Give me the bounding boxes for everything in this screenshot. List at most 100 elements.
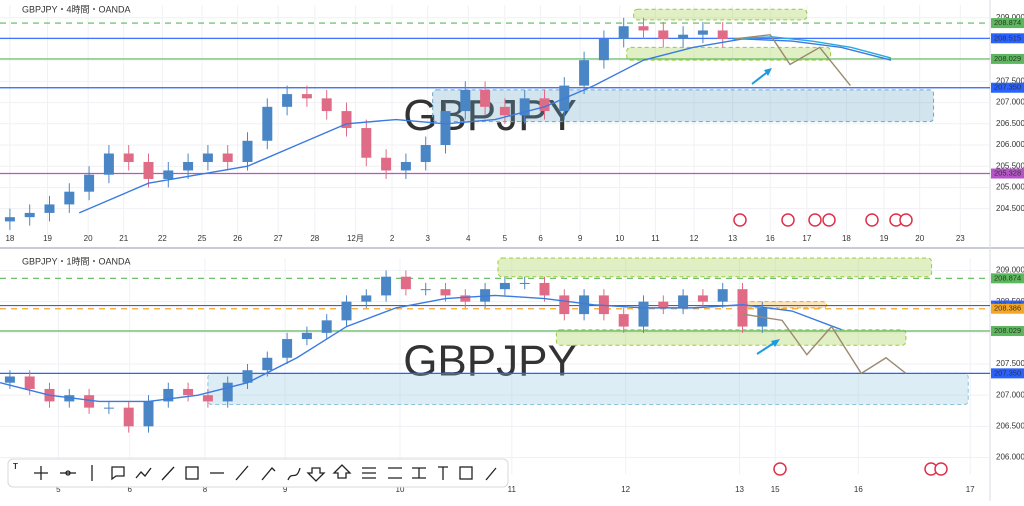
candle-body <box>440 289 451 296</box>
candle-body <box>638 301 649 327</box>
zone <box>739 301 828 309</box>
candle-body <box>658 30 669 39</box>
x-tick-label: 12 <box>690 234 699 243</box>
watermark: GBPJPY <box>403 337 577 386</box>
candle-body <box>202 153 213 162</box>
candle-body <box>420 289 431 291</box>
candle-body <box>658 301 669 308</box>
x-tick-label: 10 <box>396 485 405 494</box>
price-label-bg <box>991 53 1024 64</box>
event-icon[interactable] <box>822 213 836 227</box>
x-tick-label: 11 <box>651 234 660 243</box>
y-tick-label: 205.500 <box>996 161 1024 170</box>
indicator-line <box>734 33 851 87</box>
zone <box>633 8 808 21</box>
x-tick-label: 19 <box>43 234 52 243</box>
price-label: 207.350 <box>994 83 1021 92</box>
candle-body <box>381 276 392 296</box>
candle-body <box>163 170 174 179</box>
candle-body <box>499 282 510 290</box>
candle-body <box>321 320 332 333</box>
x-tick-label: 12月 <box>347 234 364 243</box>
pane: 204.500 205.000 205.500 206.000 206.500 207.0… <box>0 4 1024 243</box>
indicator-line <box>732 36 892 59</box>
price-label: 208.874 <box>994 18 1021 27</box>
chart-title: GBPJPY・4時間・OANDA <box>22 4 131 14</box>
x-tick-label: 18 <box>842 234 851 243</box>
event-icon[interactable] <box>934 462 948 476</box>
zone <box>626 46 832 61</box>
candle-body <box>638 26 649 31</box>
price-label: 208.874 <box>994 273 1021 282</box>
x-tick-label: 6 <box>538 234 543 243</box>
candle-body <box>183 161 194 171</box>
candle-body <box>4 217 15 222</box>
price-label: 207.350 <box>994 368 1021 377</box>
candle-body <box>242 140 253 162</box>
x-tick-label: 5 <box>56 485 61 494</box>
event-icon[interactable] <box>781 213 795 227</box>
y-tick-label: 205.000 <box>996 183 1024 192</box>
x-tick-label: 9 <box>283 485 288 494</box>
candle-body <box>618 26 629 39</box>
candle-body <box>519 98 530 116</box>
x-tick-label: 17 <box>966 485 975 494</box>
price-label: 208.386 <box>994 304 1021 313</box>
y-tick-label: 209.000 <box>996 13 1024 22</box>
candle-body <box>64 191 75 205</box>
x-tick-label: 9 <box>578 234 583 243</box>
event-icon[interactable] <box>865 213 879 227</box>
candle-body <box>242 370 253 383</box>
x-tick-label: 17 <box>802 234 811 243</box>
candle-body <box>262 357 273 371</box>
tv-logo: T <box>13 462 18 471</box>
y-tick-label: 206.500 <box>996 119 1024 128</box>
candle-body <box>717 289 728 302</box>
x-tick-label: 18 <box>5 234 14 243</box>
toolbar-bg <box>7 458 509 488</box>
candle-body <box>84 395 95 408</box>
candle-body <box>301 332 312 340</box>
y-tick-label: 207.500 <box>996 76 1024 85</box>
candle-body <box>460 295 471 302</box>
event-icon[interactable] <box>899 213 913 227</box>
candle-body <box>499 106 510 116</box>
x-tick-label: 25 <box>198 234 207 243</box>
event-icons <box>733 213 948 476</box>
indicator-line <box>0 294 842 403</box>
candle-body <box>361 295 372 302</box>
event-icon[interactable] <box>733 213 747 227</box>
y-tick-label: 207.000 <box>996 98 1024 107</box>
candle-body <box>44 204 55 213</box>
x-tick-label: 6 <box>127 485 132 494</box>
x-tick-label: 21 <box>119 234 128 243</box>
x-tick-label: 3 <box>425 234 430 243</box>
candle-body <box>440 111 451 146</box>
candle-body <box>400 161 411 171</box>
x-tick-label: 13 <box>728 234 737 243</box>
candle-body <box>4 376 15 383</box>
candle-body <box>598 38 609 61</box>
chart-title: GBPJPY・1時間・OANDA <box>22 256 131 266</box>
x-tick-label: 28 <box>310 234 319 243</box>
x-tick-label: 8 <box>203 485 208 494</box>
candle-body <box>579 60 590 86</box>
candle-body <box>341 301 352 321</box>
candle-body <box>103 407 114 409</box>
candle-body <box>222 382 233 402</box>
price-label-bg <box>991 326 1024 337</box>
candle-body <box>480 89 491 107</box>
price-label-bg <box>991 33 1024 44</box>
candle-body <box>24 212 35 218</box>
tool-icons[interactable] <box>34 464 497 482</box>
event-icon[interactable] <box>773 462 787 476</box>
candle-body <box>143 401 154 427</box>
event-icon[interactable] <box>808 213 822 227</box>
price-label-bg <box>991 168 1024 179</box>
y-tick-label: 209.000 <box>996 266 1024 275</box>
candle-body <box>460 89 471 112</box>
candle-body <box>222 153 233 162</box>
price-label: 208.029 <box>994 326 1021 335</box>
x-tick-label: 26 <box>233 234 242 243</box>
